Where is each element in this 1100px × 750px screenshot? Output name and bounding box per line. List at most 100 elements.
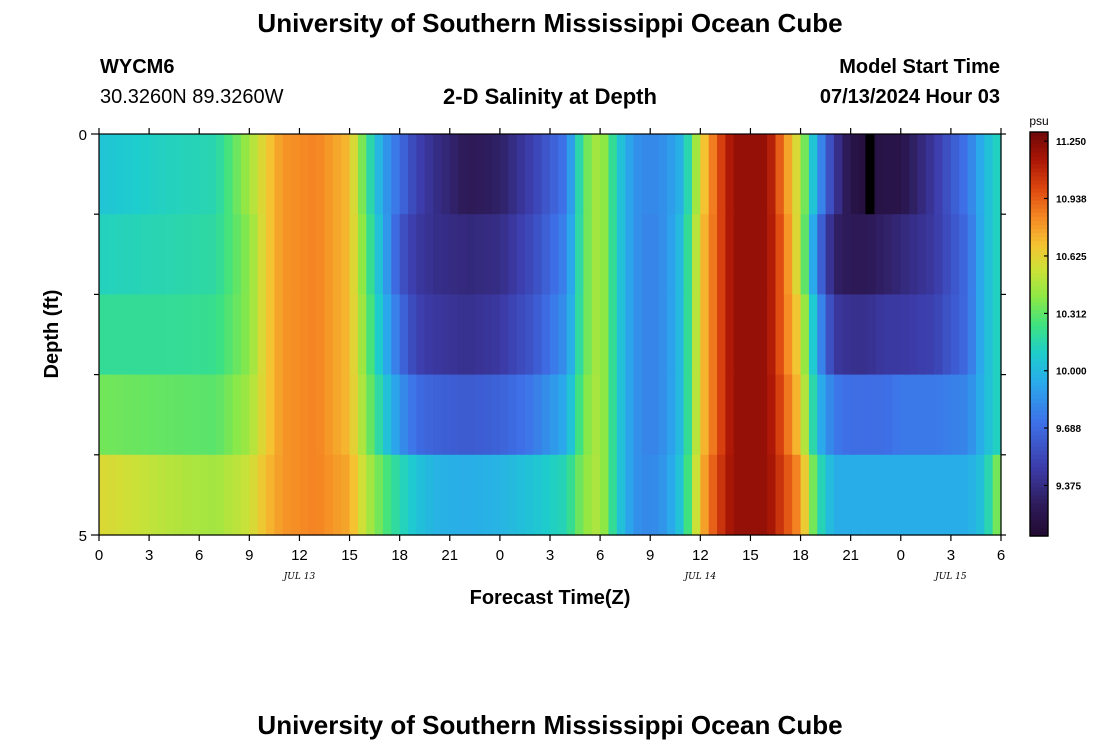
heatmap-cell [859, 374, 868, 456]
heatmap-cell [249, 214, 259, 295]
heatmap-cell [391, 134, 401, 215]
heatmap-cell [374, 374, 384, 456]
heatmap-cell [975, 214, 985, 295]
heatmap-cell [909, 374, 919, 456]
heatmap-cell [449, 294, 459, 376]
heatmap-cell [783, 214, 793, 295]
x-axis-title: Forecast Time(Z) [470, 587, 631, 609]
heatmap-cell [115, 294, 125, 376]
colorbar-segment [1030, 410, 1048, 416]
colorbar-segment [1030, 249, 1048, 254]
heatmap-cell [708, 454, 718, 536]
heatmap-cell [625, 454, 635, 536]
heatmap-cell [466, 214, 476, 295]
heatmap-cell [608, 134, 618, 215]
heatmap-cell [558, 374, 568, 456]
colorbar-segment [1030, 216, 1048, 222]
heatmap-cell [817, 134, 827, 215]
colorbar-segment [1030, 366, 1048, 371]
heatmap-cell [483, 454, 493, 536]
heatmap-cell [842, 214, 852, 295]
colorbar-segment [1030, 358, 1048, 363]
heatmap-cell [833, 454, 843, 536]
heatmap-cell [867, 214, 877, 295]
heatmap-cell [800, 134, 810, 215]
colorbar-segment [1030, 350, 1048, 355]
heatmap-cell [182, 454, 192, 536]
heatmap-cell [257, 454, 267, 536]
heatmap-cell [984, 214, 994, 295]
heatmap-cell [508, 454, 518, 536]
heatmap-cell [249, 374, 259, 456]
heatmap-cell [165, 134, 175, 215]
colorbar-segment [1030, 144, 1048, 149]
colorbar-segment [1030, 334, 1048, 339]
heatmap-cell [224, 214, 234, 295]
heatmap-cell [257, 374, 267, 456]
heatmap-cell [925, 214, 935, 295]
heatmap-cell [591, 374, 601, 456]
heatmap-cell [132, 214, 142, 295]
x-tick-label: 6 [596, 547, 604, 564]
heatmap-cell [291, 214, 301, 295]
heatmap-cell [775, 294, 785, 376]
heatmap-cell [307, 294, 317, 376]
heatmap-cell [140, 134, 150, 215]
heatmap-cell [875, 214, 885, 295]
heatmap-cell [717, 294, 726, 376]
heatmap-cell [550, 454, 559, 536]
colorbar-segment [1030, 491, 1048, 497]
heatmap-cell [199, 294, 209, 376]
heatmap-cell [984, 134, 994, 215]
heatmap-cell [274, 374, 284, 456]
heatmap-cell [550, 294, 559, 376]
x-tick-label: 0 [496, 547, 504, 564]
heatmap-cell [382, 214, 392, 295]
heatmap-cell [207, 214, 217, 295]
heatmap-cell [190, 294, 200, 376]
heatmap-cell [107, 134, 117, 215]
heatmap-cell [950, 454, 960, 536]
heatmap-cell [224, 294, 234, 376]
heatmap-cell [341, 374, 351, 456]
heatmap-cell [992, 134, 1002, 215]
heatmap-cell [859, 134, 868, 215]
heatmap-cell [850, 294, 860, 376]
colorbar-segment [1030, 200, 1048, 206]
colorbar-segment [1030, 132, 1048, 137]
heatmap-cell [266, 214, 275, 295]
heatmap-cell [984, 294, 994, 376]
heatmap-cell [650, 454, 660, 536]
heatmap-cell [792, 214, 802, 295]
heatmap-cell [742, 294, 752, 376]
heatmap-cell [349, 294, 359, 376]
heatmap-cell [666, 454, 676, 536]
heatmap-cell [950, 214, 960, 295]
heatmap-cell [349, 134, 359, 215]
missing-data-cell [865, 134, 875, 215]
heatmap-cell [291, 374, 301, 456]
heatmap-cell [240, 134, 250, 215]
heatmap-cell [950, 374, 960, 456]
heatmap-cell [934, 374, 944, 456]
heatmap-cell [725, 374, 735, 456]
heatmap-cell [466, 134, 476, 215]
heatmap-cell [299, 294, 309, 376]
heatmap-cell [700, 134, 710, 215]
heatmap-cell [491, 214, 501, 295]
date-label: JUL 13 [282, 572, 316, 582]
heatmap-cell [458, 454, 468, 536]
heatmap-cell [149, 294, 159, 376]
colorbar-segment [1030, 531, 1048, 537]
heatmap-cell [558, 454, 568, 536]
heatmap-cell [892, 134, 902, 215]
heatmap-cell [658, 374, 668, 456]
heatmap-cell [775, 134, 785, 215]
heatmap-cell [215, 294, 225, 376]
heatmap-cell [934, 134, 944, 215]
heatmap-cell [215, 374, 225, 456]
heatmap-cell [341, 294, 351, 376]
heatmap-cell [424, 454, 434, 536]
heatmap-cell [274, 214, 284, 295]
heatmap-cell [725, 214, 735, 295]
